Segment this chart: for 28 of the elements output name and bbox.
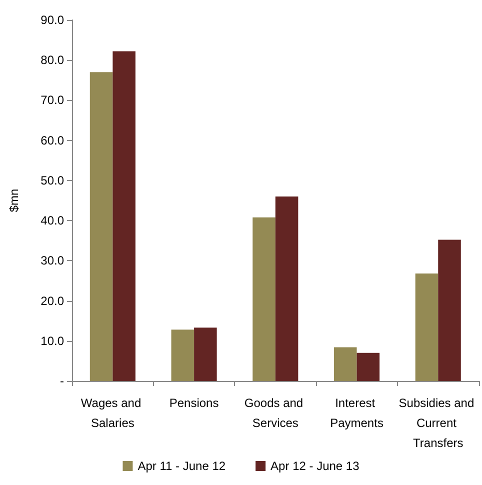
y-tick-label: 60.0 [40, 133, 64, 148]
x-tick-label: Subsidies and Current Transfers [398, 396, 478, 450]
legend-label: Apr 12 - June 13 [270, 459, 360, 473]
y-tick-label: 50.0 [40, 173, 64, 188]
y-tick-label: 90.0 [40, 13, 64, 27]
bar [356, 352, 380, 381]
x-tick-label: Interest Payments [330, 396, 384, 430]
y-tick-label: 10.0 [40, 334, 64, 348]
bar [194, 328, 217, 381]
x-tick-label: Goods and Services [244, 396, 306, 430]
y-tick-label: 20.0 [40, 294, 64, 308]
y-tick-label: 70.0 [40, 93, 64, 108]
y-tick-label: 80.0 [40, 53, 64, 68]
bar [90, 72, 113, 381]
x-tick-label: Wages and Salaries [80, 396, 144, 430]
y-axis-title: $mn [7, 188, 21, 212]
bar [275, 196, 298, 381]
legend-label: Apr 11 - June 12 [138, 459, 226, 473]
y-tick-label: 40.0 [40, 214, 64, 228]
bar [415, 274, 438, 381]
bar [252, 217, 276, 381]
bar [112, 51, 136, 381]
bar [438, 240, 461, 381]
y-tick-label: 30.0 [40, 254, 64, 268]
y-tick-label: - [60, 374, 64, 388]
bar [334, 347, 357, 381]
x-tick-label: Pensions [169, 396, 219, 410]
bar [171, 330, 194, 381]
